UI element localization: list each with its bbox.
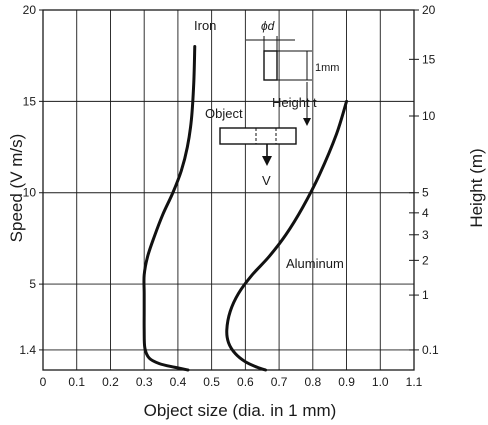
height-label: Height xyxy=(272,95,310,110)
y2-axis-title: Height (m) xyxy=(467,148,486,227)
y-tick-label: 1.4 xyxy=(19,343,36,357)
x-tick-label: 0.3 xyxy=(136,375,153,389)
y2-tick-label: 3 xyxy=(422,228,429,242)
x-tick-label: 0.4 xyxy=(170,375,187,389)
y2-axis-ticks: 20 15 10 5 4 3 2 1 0.1 xyxy=(409,3,439,357)
x-tick-label: 0.6 xyxy=(237,375,254,389)
object-diagram xyxy=(219,36,312,166)
y-tick-label: 5 xyxy=(29,277,36,291)
height-arrow-label: t xyxy=(313,95,317,110)
object-label: Object xyxy=(205,106,243,121)
x-tick-label: 0.7 xyxy=(271,375,288,389)
aluminum-label: Aluminum xyxy=(286,256,344,271)
y2-tick-label: 2 xyxy=(422,253,429,267)
y-axis-title: Speed (V m/s) xyxy=(7,134,26,243)
x-axis-title: Object size (dia. in 1 mm) xyxy=(144,401,337,420)
y2-tick-label: 20 xyxy=(422,3,436,17)
grid xyxy=(43,10,414,370)
x-tick-label: 1.1 xyxy=(406,375,423,389)
x-tick-label: 0.9 xyxy=(338,375,355,389)
y2-tick-label: 4 xyxy=(422,206,429,220)
x-tick-label: 0 xyxy=(40,375,47,389)
series-group xyxy=(142,45,349,372)
pin-rect xyxy=(263,50,278,81)
iron-curve xyxy=(142,45,197,372)
velocity-label: V xyxy=(262,173,271,188)
plot-border xyxy=(42,9,415,371)
y2-tick-label: 10 xyxy=(422,109,436,123)
y-tick-label: 10 xyxy=(23,186,37,200)
y2-tick-label: 15 xyxy=(422,52,436,66)
velocity-arrow-icon xyxy=(262,156,272,166)
x-tick-label: 0.8 xyxy=(304,375,321,389)
x-axis-ticks: 0 0.1 0.2 0.3 0.4 0.5 0.6 0.7 0.8 0.9 1.0 1.1 xyxy=(40,375,423,389)
plot-frame xyxy=(42,9,415,371)
iron-label: Iron xyxy=(194,18,216,33)
y2-tick-label: 0.1 xyxy=(422,343,439,357)
x-tick-label: 1.0 xyxy=(372,375,389,389)
object-rect xyxy=(219,127,297,145)
x-tick-label: 0.1 xyxy=(68,375,85,389)
y2-tick-label: 5 xyxy=(422,186,429,200)
aluminum-curve xyxy=(225,99,349,372)
x-tick-label: 0.2 xyxy=(102,375,119,389)
one-mm-label: 1mm xyxy=(315,62,339,74)
diameter-label: ϕd xyxy=(261,19,275,33)
height-arrow-icon xyxy=(303,118,311,126)
x-tick-label: 0.5 xyxy=(203,375,220,389)
y-tick-label: 20 xyxy=(23,3,37,17)
y-tick-label: 15 xyxy=(23,94,37,108)
y-axis-ticks: 1.4 5 10 15 20 xyxy=(19,3,43,357)
y2-tick-label: 1 xyxy=(422,288,429,302)
